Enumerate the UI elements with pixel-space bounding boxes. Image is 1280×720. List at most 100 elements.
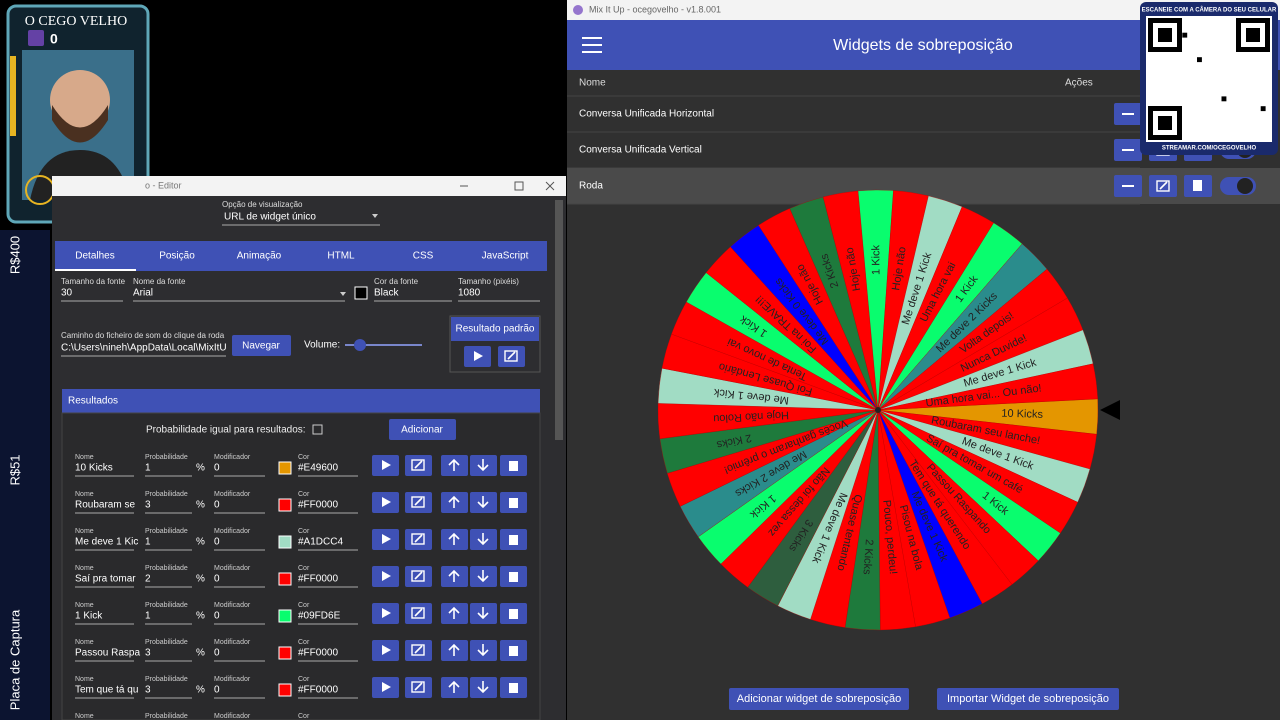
field-value[interactable]: 10 Kicks bbox=[75, 463, 113, 474]
edit-icon bbox=[1159, 181, 1168, 190]
delete-icon bbox=[509, 683, 518, 693]
field-value[interactable]: Saí pra tomar bbox=[75, 574, 136, 585]
field-value[interactable]: #FF0000 bbox=[298, 685, 338, 696]
dropdown[interactable]: URL de widget único bbox=[224, 212, 316, 223]
button-label: Adicionar bbox=[401, 425, 443, 436]
field-value[interactable]: #FF0000 bbox=[298, 648, 338, 659]
field-value[interactable]: 0 bbox=[214, 611, 220, 622]
tab-bar bbox=[55, 241, 547, 271]
field-value[interactable]: 0 bbox=[214, 648, 220, 659]
field-value[interactable]: 1 bbox=[145, 463, 151, 474]
viewer-count: 0 bbox=[50, 31, 58, 47]
color-swatch bbox=[278, 572, 292, 586]
field-label: Modificador bbox=[214, 602, 251, 609]
field-value[interactable]: Tem que tá qu bbox=[75, 685, 138, 696]
field-value[interactable]: Black bbox=[374, 288, 399, 299]
color-swatch bbox=[354, 286, 368, 300]
widget-name[interactable]: Conversa Unificada Horizontal bbox=[579, 109, 714, 120]
footer-button[interactable] bbox=[729, 688, 909, 710]
color-swatch bbox=[278, 498, 292, 512]
tab[interactable]: Posição bbox=[159, 251, 195, 262]
play-icon bbox=[382, 682, 391, 692]
tab[interactable]: CSS bbox=[413, 251, 434, 262]
down-icon bbox=[477, 533, 489, 546]
field-value[interactable]: Passou Raspa bbox=[75, 648, 140, 659]
field-value[interactable]: 0 bbox=[214, 685, 220, 696]
down-icon bbox=[477, 496, 489, 509]
field-value[interactable]: Me deve 1 Kic bbox=[75, 537, 138, 548]
wheel-pointer bbox=[1100, 400, 1120, 420]
tab[interactable]: Detalhes bbox=[75, 251, 114, 262]
field-label: Probabilidade bbox=[145, 491, 188, 498]
wheel-segment bbox=[877, 363, 1098, 411]
edit-icon bbox=[411, 681, 425, 693]
wheel-label: 10 Kicks bbox=[1001, 408, 1043, 421]
unit: % bbox=[196, 463, 205, 474]
button-label: Importar Widget de sobreposição bbox=[947, 693, 1109, 705]
edit-icon bbox=[414, 534, 423, 543]
label: Probabilidade igual para resultados: bbox=[146, 425, 306, 436]
qr-module bbox=[1197, 57, 1202, 63]
up-icon bbox=[448, 680, 460, 693]
field-value[interactable]: #E49600 bbox=[298, 463, 338, 474]
tab[interactable]: HTML bbox=[327, 251, 355, 262]
wheel-label: 1 Kick bbox=[870, 244, 882, 275]
field-value[interactable]: 3 bbox=[145, 685, 151, 696]
field-label: Nome bbox=[75, 713, 94, 720]
down-icon bbox=[477, 570, 489, 583]
qr-caption: ESCANEIE COM A CÂMERA DO SEU CELULAR bbox=[1142, 7, 1277, 14]
wheel-label: 2 Kicks bbox=[860, 539, 874, 576]
field-value[interactable]: 1 bbox=[145, 611, 151, 622]
avatar-head bbox=[50, 70, 110, 130]
scrollbar bbox=[555, 200, 563, 440]
field-value[interactable]: #FF0000 bbox=[298, 500, 338, 511]
field-value[interactable]: Arial bbox=[133, 288, 153, 299]
play-icon bbox=[382, 497, 391, 507]
field-label: Cor bbox=[298, 491, 310, 498]
column-header: Ações bbox=[1065, 78, 1093, 89]
unit: % bbox=[196, 648, 205, 659]
play-icon bbox=[382, 460, 391, 470]
field-value[interactable]: 1 bbox=[145, 537, 151, 548]
navigate-button[interactable] bbox=[232, 335, 291, 356]
qr-module bbox=[1221, 96, 1227, 102]
field-value[interactable]: 2 bbox=[145, 574, 151, 585]
field-value[interactable]: #A1DCC4 bbox=[298, 537, 343, 548]
field-value[interactable]: 0 bbox=[214, 500, 220, 511]
window-title: Mix It Up - ocegovelho - v1.8.001 bbox=[589, 4, 721, 14]
unit: % bbox=[196, 500, 205, 511]
field-label: Probabilidade bbox=[145, 602, 188, 609]
default-result-box bbox=[449, 315, 541, 373]
field-value[interactable]: #FF0000 bbox=[298, 574, 338, 585]
field-value[interactable]: 1 Kick bbox=[75, 611, 103, 622]
field-value[interactable]: 3 bbox=[145, 648, 151, 659]
field-value[interactable]: 0 bbox=[214, 574, 220, 585]
edit-icon bbox=[414, 645, 423, 654]
field-value[interactable]: #09FD6E bbox=[298, 611, 341, 622]
tab[interactable]: Animação bbox=[237, 251, 282, 262]
widget-name[interactable]: Roda bbox=[579, 181, 603, 192]
button-label: Adicionar widget de sobreposição bbox=[737, 693, 902, 705]
field-value[interactable]: 0 bbox=[214, 463, 220, 474]
field-value[interactable]: 3 bbox=[145, 500, 151, 511]
field-label: Probabilidade bbox=[145, 676, 188, 683]
checkbox[interactable] bbox=[312, 424, 323, 435]
tab[interactable]: JavaScript bbox=[482, 251, 529, 262]
color-swatch bbox=[278, 609, 292, 623]
field-value[interactable]: C:\Users\nineh\AppData\Local\MixItU bbox=[61, 343, 227, 354]
field-value[interactable]: 1080 bbox=[458, 288, 481, 299]
field-label: Probabilidade bbox=[145, 454, 188, 461]
edit-icon bbox=[411, 496, 425, 508]
footer-button[interactable] bbox=[937, 688, 1119, 710]
down-icon bbox=[477, 607, 489, 620]
edit-icon bbox=[414, 460, 423, 469]
widget-name[interactable]: Conversa Unificada Vertical bbox=[579, 145, 702, 156]
qr-finder bbox=[1246, 28, 1260, 42]
field-label: Modificador bbox=[214, 491, 251, 498]
slider-thumb[interactable] bbox=[354, 339, 366, 351]
field-value[interactable]: Roubaram se bbox=[75, 500, 135, 511]
qr-finder bbox=[1158, 28, 1172, 42]
field-value[interactable]: 30 bbox=[61, 288, 73, 299]
add-button[interactable] bbox=[389, 419, 456, 440]
field-value[interactable]: 0 bbox=[214, 537, 220, 548]
